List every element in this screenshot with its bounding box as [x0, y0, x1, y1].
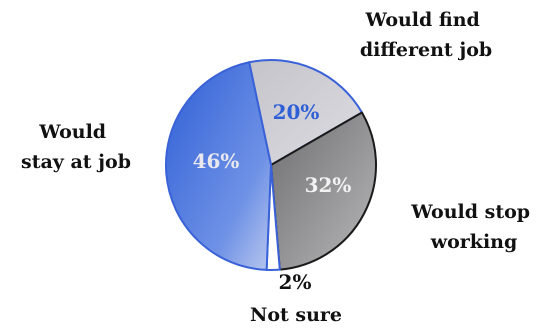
slice-find-different-job — [248, 59, 363, 166]
pct-stay-at-job: 46% — [193, 149, 240, 173]
pie-slices — [164, 59, 377, 271]
label-not-sure: Not sure — [250, 304, 342, 326]
label-stop-working: Would stop working — [410, 201, 536, 253]
label-stay-at-job: Would stay at job — [21, 121, 131, 173]
pct-not-sure: 2% — [279, 270, 312, 294]
slice-stop-working — [270, 111, 377, 271]
pct-stop-working: 32% — [305, 173, 352, 197]
pct-find-different-job: 20% — [273, 100, 320, 124]
label-find-different-job: Would find different job — [360, 9, 492, 61]
slice-stay-at-job — [164, 61, 272, 271]
